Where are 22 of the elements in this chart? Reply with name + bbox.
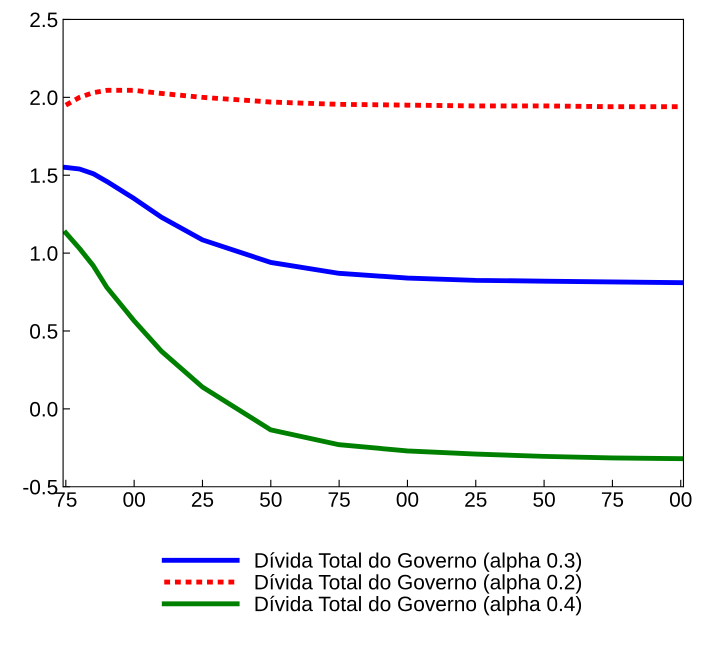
x-tick-label: 50 xyxy=(533,492,555,507)
y-tick-label: 2.0 xyxy=(30,90,58,106)
x-tick-label: 75 xyxy=(602,492,624,507)
x-tick-label: 25 xyxy=(465,492,486,507)
legend-label: Dívida Total do Governo (alpha 0.2) xyxy=(256,574,582,594)
y-tick-label: 1.0 xyxy=(30,246,58,261)
y-tick-label: 0.5 xyxy=(30,324,58,339)
y-tick-label: 1.5 xyxy=(30,168,58,183)
x-tick-label: 00 xyxy=(670,492,692,507)
x-tick-label: 75 xyxy=(328,492,350,507)
line-series xyxy=(63,165,684,286)
y-tick-label: 0.0 xyxy=(30,402,58,417)
line-series xyxy=(63,230,684,462)
x-tick-label: 00 xyxy=(123,492,145,507)
legend-label: Dívida Total do Governo (alpha 0.4) xyxy=(256,596,582,616)
x-tick-label: 00 xyxy=(396,492,418,507)
x-tick-label: 50 xyxy=(260,492,282,507)
y-tick-label: 2.5 xyxy=(30,12,58,28)
x-tick-label: 25 xyxy=(192,492,214,507)
x-tick-label: 75 xyxy=(55,492,77,507)
legend-label: Dívida Total do Governo (alpha 0.3) xyxy=(256,552,582,572)
y-tick-label: -0.5 xyxy=(23,480,58,495)
